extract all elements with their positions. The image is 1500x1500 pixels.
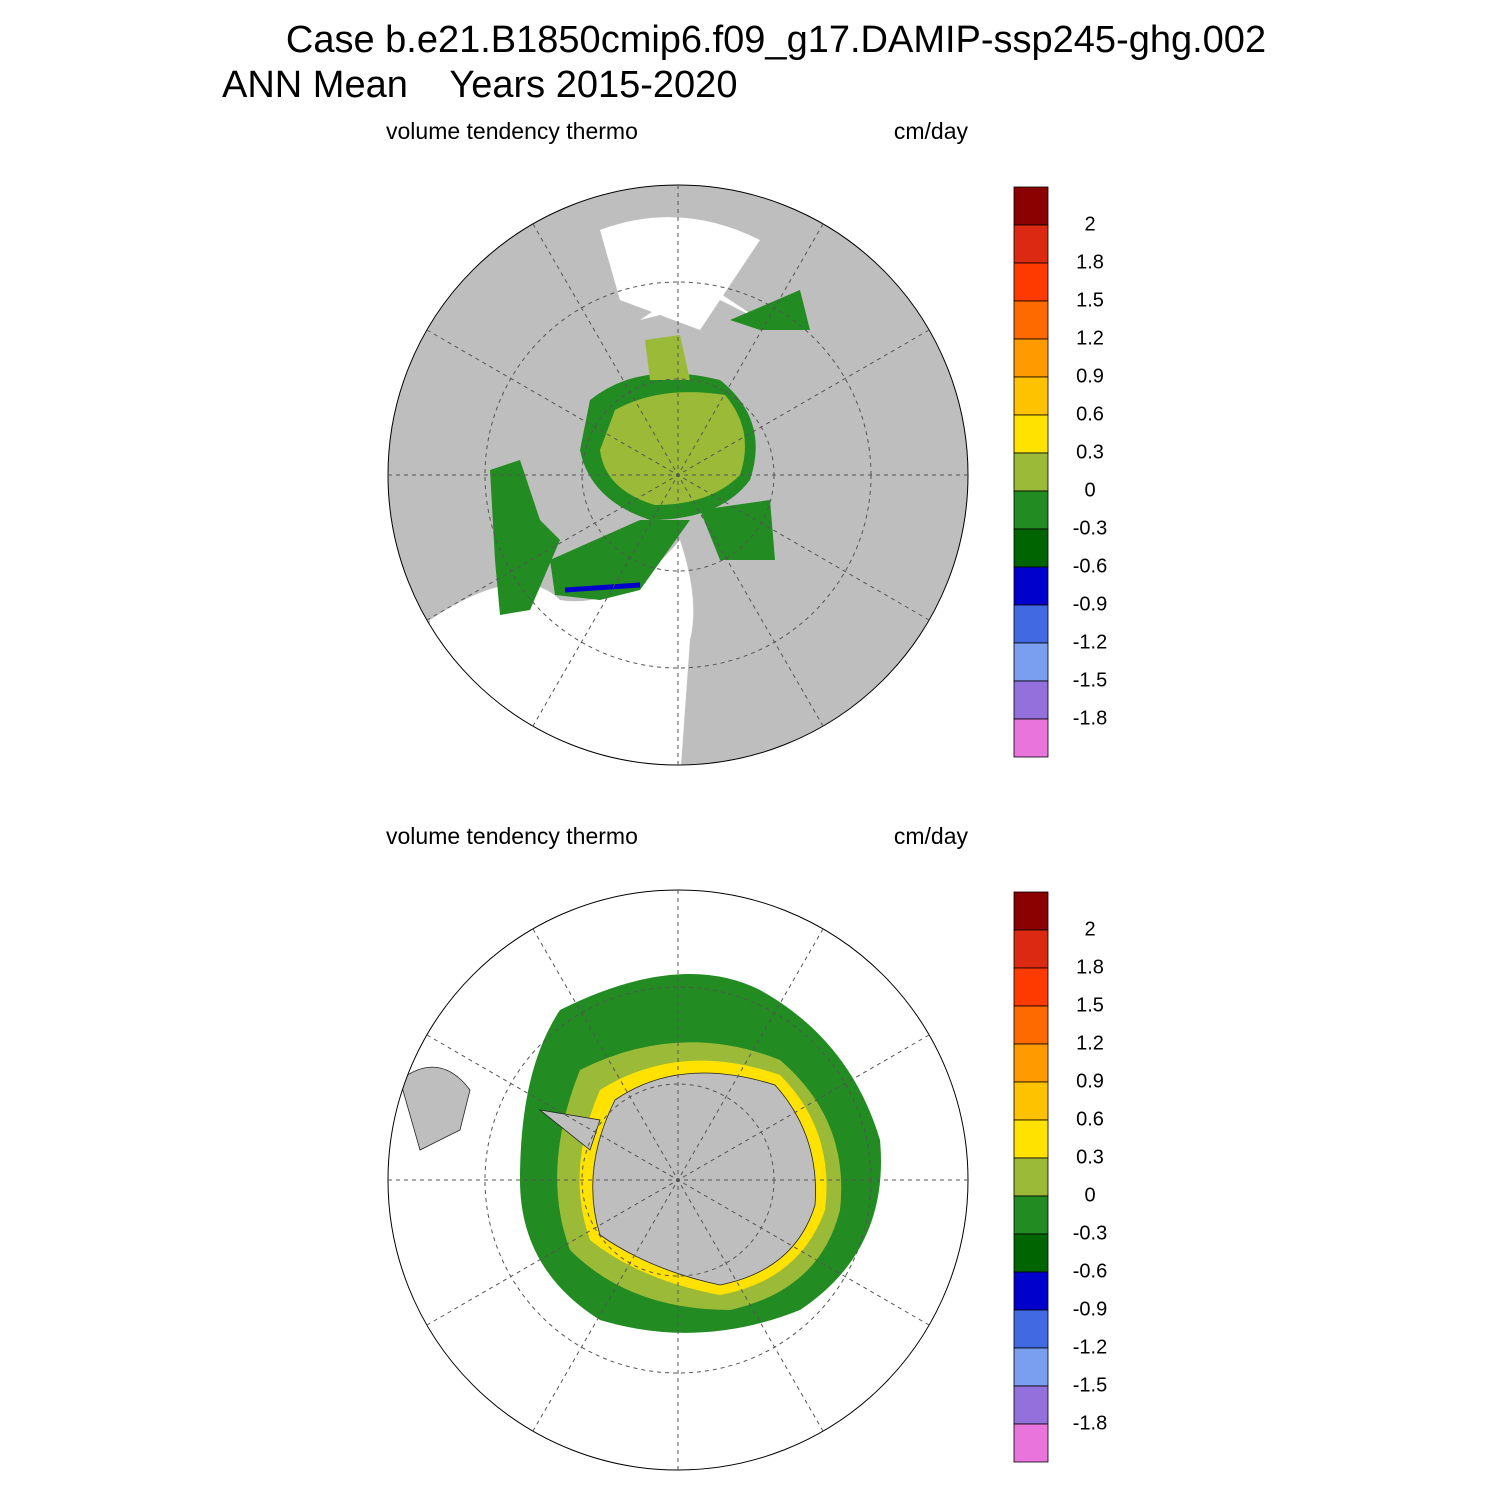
colorbar-label: -1.2 <box>1073 631 1107 653</box>
graticule <box>388 890 968 1470</box>
colorbar-label: 1.5 <box>1076 994 1104 1016</box>
colorbar-box <box>1013 528 1049 568</box>
colorbar-box <box>1013 642 1049 682</box>
colorbar-label: 0.6 <box>1076 403 1104 425</box>
colorbar-label: 0 <box>1084 479 1095 501</box>
colorbar-label: 0 <box>1084 1184 1095 1206</box>
colorbar-box <box>1013 224 1049 264</box>
right-string: cm/day <box>894 823 969 849</box>
colorbar-label: -0.6 <box>1073 555 1107 577</box>
colorbar-box <box>1013 1233 1049 1273</box>
title-line: Case b.e21.B1850cmip6.f09_g17.DAMIP-ssp2… <box>286 19 1266 61</box>
colorbar-label: 2 <box>1084 918 1095 940</box>
colorbar-label: 0.3 <box>1076 1146 1104 1168</box>
colorbar-label: 1.2 <box>1076 327 1104 349</box>
colorbar-label: 0.3 <box>1076 441 1104 463</box>
colorbar-box <box>1013 566 1049 606</box>
colorbar-label: 0.9 <box>1076 365 1104 387</box>
colorbar-label: -0.6 <box>1073 1260 1107 1282</box>
colorbar-box <box>1013 414 1049 454</box>
colorbar-label: 2 <box>1084 213 1095 235</box>
colorbar-box <box>1013 300 1049 340</box>
colorbar-box <box>1013 338 1049 378</box>
colorbar-box <box>1013 262 1049 302</box>
left-string: volume tendency thermo <box>386 118 638 144</box>
colorbar-box <box>1013 1119 1049 1159</box>
colorbar-box <box>1013 452 1049 492</box>
colorbar-box <box>1013 186 1049 226</box>
colorbar-label: -0.9 <box>1073 1298 1107 1320</box>
colorbar-label: -1.8 <box>1073 707 1107 729</box>
colorbar-label: 1.5 <box>1076 289 1104 311</box>
colorbar-box <box>1013 718 1049 758</box>
colorbar-label: 1.8 <box>1076 956 1104 978</box>
colorbar-label: -0.3 <box>1073 1222 1107 1244</box>
right-string: cm/day <box>894 118 969 144</box>
colorbar-label: -0.3 <box>1073 517 1107 539</box>
colorbar-label: -0.9 <box>1073 593 1107 615</box>
colorbar-box <box>1013 490 1049 530</box>
colorbar-box <box>1013 1385 1049 1425</box>
title-line: ANN Mean Years 2015-2020 <box>222 64 737 106</box>
colorbar-label: -1.8 <box>1073 1412 1107 1434</box>
colorbar-label: 0.6 <box>1076 1108 1104 1130</box>
colorbar-label: -1.5 <box>1073 1374 1107 1396</box>
colorbar-box <box>1013 1195 1049 1235</box>
colorbar-box <box>1013 929 1049 969</box>
map-south <box>388 890 968 1470</box>
colorbar-label: 1.8 <box>1076 251 1104 273</box>
left-string: volume tendency thermo <box>386 823 638 849</box>
colorbar-label: -1.2 <box>1073 1336 1107 1358</box>
colorbar-box <box>1013 1309 1049 1349</box>
colorbar-box <box>1013 1043 1049 1083</box>
colorbar-box <box>1013 1347 1049 1387</box>
colorbar-box <box>1013 1005 1049 1045</box>
colorbar-label: -1.5 <box>1073 669 1107 691</box>
colorbar-label: 1.2 <box>1076 1032 1104 1054</box>
colorbar-box <box>1013 376 1049 416</box>
colorbar-box <box>1013 967 1049 1007</box>
graticule <box>388 185 968 765</box>
colorbar-box <box>1013 1271 1049 1311</box>
colorbar-label: 0.9 <box>1076 1070 1104 1092</box>
colorbar-box <box>1013 891 1049 931</box>
map-north <box>388 185 968 765</box>
colorbar-box <box>1013 1157 1049 1197</box>
colorbar-box <box>1013 1423 1049 1463</box>
colorbar-box <box>1013 604 1049 644</box>
colorbar-box <box>1013 1081 1049 1121</box>
colorbar-box <box>1013 680 1049 720</box>
